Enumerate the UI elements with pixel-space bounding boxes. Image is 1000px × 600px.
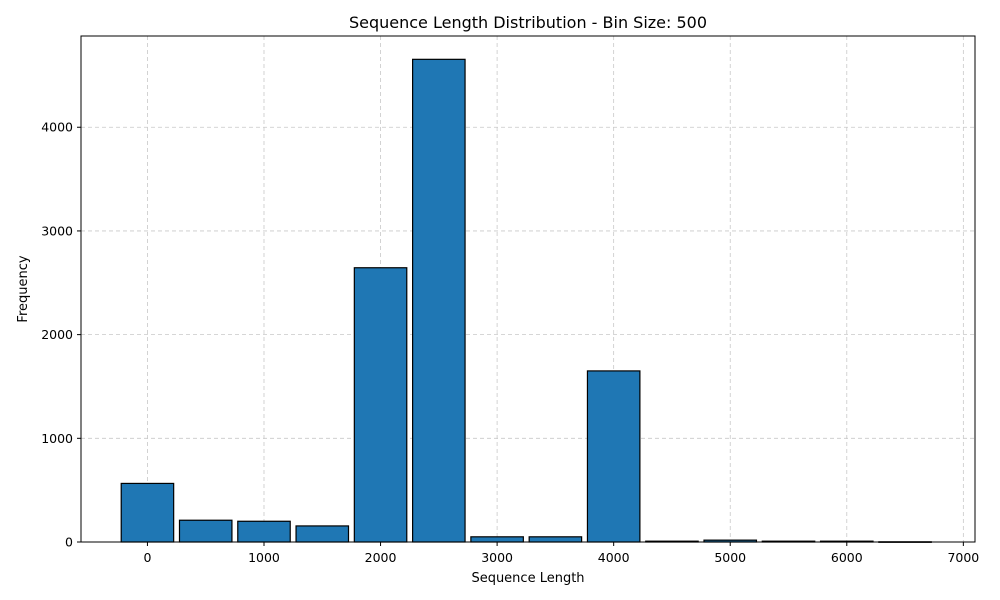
y-tick-label: 1000 (41, 431, 73, 446)
x-tick-label: 2000 (365, 550, 397, 565)
histogram-bar (528, 536, 583, 543)
y-tick-label: 2000 (41, 327, 73, 342)
histogram-bar (237, 520, 291, 543)
y-tick-label: 0 (65, 535, 73, 550)
x-tick-label: 6000 (831, 550, 863, 565)
x-tick-label: 3000 (481, 550, 513, 565)
x-tick-label: 0 (143, 550, 151, 565)
x-tick-label: 5000 (714, 550, 746, 565)
histogram-bar (353, 267, 408, 543)
histogram-bar (120, 482, 175, 543)
histogram-bar (412, 58, 466, 543)
axis-ticks: 0 1000 2000 3000 4000 5000 6000 7000 0 1000 2000 30… (41, 120, 979, 565)
x-tick-label: 7000 (947, 550, 979, 565)
bars (120, 58, 932, 543)
y-axis-label: Frequency (16, 255, 31, 322)
x-tick-label: 1000 (248, 550, 280, 565)
histogram-bar (295, 525, 350, 543)
x-axis-label: Sequence Length (471, 571, 584, 586)
y-tick-label: 4000 (41, 120, 73, 135)
plot-frame (80, 35, 976, 543)
histogram-bar (178, 519, 233, 543)
x-tick-label: 4000 (598, 550, 630, 565)
histogram-bar (470, 536, 524, 543)
chart-title: Sequence Length Distribution - Bin Size:… (349, 13, 707, 32)
y-tick-label: 3000 (41, 223, 73, 238)
histogram-bar (586, 370, 641, 543)
